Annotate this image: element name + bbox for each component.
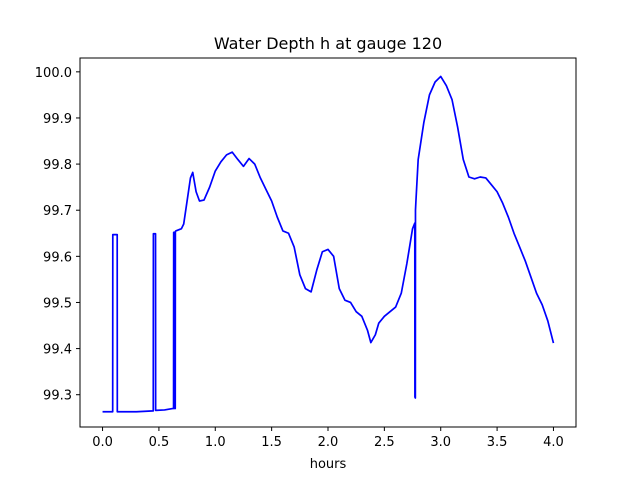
x-tick-label: 4.0 xyxy=(543,435,564,450)
x-tick-label: 0.5 xyxy=(149,435,170,450)
y-tick-label: 100.0 xyxy=(35,66,72,81)
x-tick-label: 2.0 xyxy=(318,435,339,450)
x-axis-label: hours xyxy=(310,457,347,472)
x-tick-label: 1.0 xyxy=(205,435,226,450)
y-tick-label: 99.5 xyxy=(43,296,72,311)
y-tick-label: 99.9 xyxy=(43,112,72,127)
y-tick-label: 99.4 xyxy=(43,343,72,358)
plot-area: 0.0 0.5 1.0 1.5 2.0 2.5 3.0 3.5 4.0 99.3 99.4 99.5… xyxy=(35,57,577,450)
y-axis: 99.3 99.4 99.5 99.6 99.7 99.8 99.9 100.0 xyxy=(35,66,80,404)
y-tick-label: 99.3 xyxy=(43,389,72,404)
chart-title: Water Depth h at gauge 120 xyxy=(214,34,442,53)
y-tick-label: 99.6 xyxy=(43,250,72,265)
series-line xyxy=(102,75,555,413)
y-tick-label: 99.7 xyxy=(43,204,72,219)
x-tick-label: 2.5 xyxy=(374,435,395,450)
y-tick-label: 99.8 xyxy=(43,158,72,173)
x-tick-label: 1.5 xyxy=(261,435,282,450)
x-tick-label: 0.0 xyxy=(92,435,113,450)
x-tick-label: 3.5 xyxy=(487,435,508,450)
x-axis: 0.0 0.5 1.0 1.5 2.0 2.5 3.0 3.5 4.0 xyxy=(92,427,564,450)
x-tick-label: 3.0 xyxy=(430,435,451,450)
